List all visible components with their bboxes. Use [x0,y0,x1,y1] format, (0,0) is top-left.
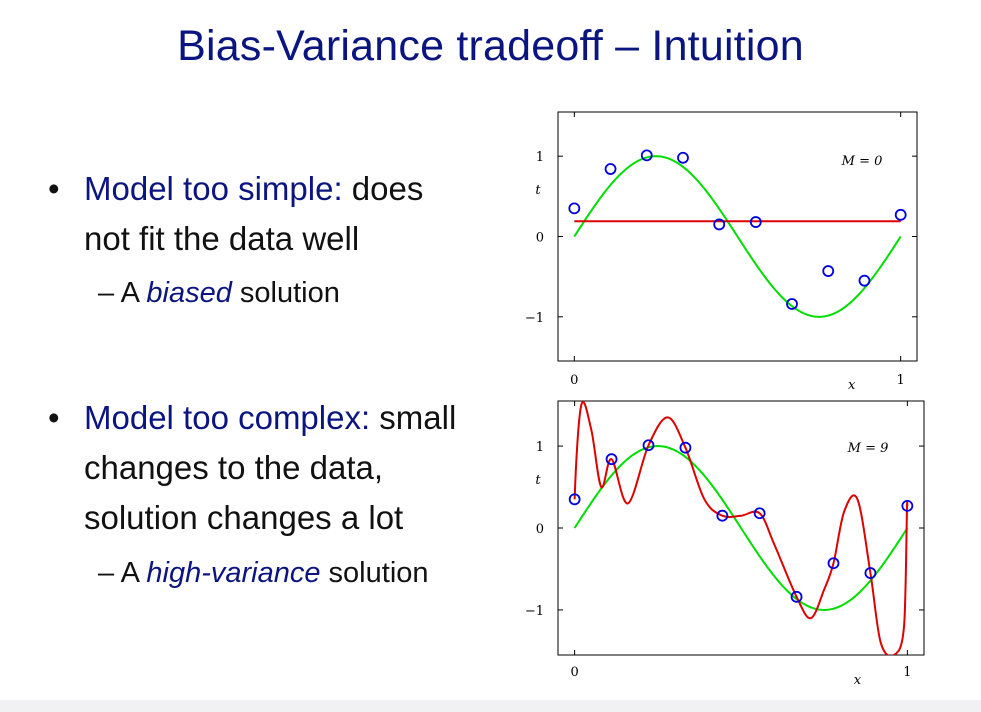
y-tick-label: 1 [536,150,544,165]
bullet-model-too-simple: • Model too simple: does not fit the dat… [48,164,514,264]
bottom-bar [0,700,981,712]
data-point [568,202,581,215]
bullet-highlight: Model too complex: [84,399,371,436]
x-axis-label: x [854,673,862,688]
bullet-highlight: Model too simple: [84,170,343,207]
bullet-marker: • [48,170,60,207]
x-tick-label: 0 [570,665,578,680]
bullet-line-1-rest: does [342,170,424,207]
sub-bullet-biased: – A biased solution [98,277,340,310]
x-tick-label: 1 [897,373,905,388]
x-axis-label: x [848,378,856,393]
sub-suffix: solution [231,277,340,309]
y-axis-label: t [535,473,541,488]
model-order-annotation: M = 0 [841,154,883,169]
y-axis-label: t [535,183,541,198]
data-point [749,216,762,228]
data-point [753,507,766,520]
y-tick-label: −1 [525,604,544,619]
sub-suffix: solution [320,557,429,589]
data-point [713,218,726,231]
data-point [822,265,835,277]
data-point [786,298,798,310]
x-tick-label: 0 [570,373,578,388]
data-point [568,493,581,506]
sub-bullet-high-variance: – A high-variance solution [98,557,429,590]
data-point [677,151,689,164]
bullet-marker: • [48,399,60,436]
data-point [790,590,803,603]
sub-prefix: – A [98,557,147,589]
sub-italic: biased [146,277,232,309]
y-tick-label: 1 [536,440,544,455]
true-curve-line [573,155,902,318]
sub-prefix: – A [98,277,147,309]
data-point [716,509,729,522]
data-point [642,439,655,452]
data-point [858,274,871,287]
bullet-line-1: Model too simple: does [84,164,514,214]
y-tick-label: 0 [536,522,544,537]
data-point [605,453,618,466]
x-tick-label: 1 [903,665,911,680]
data-point [901,499,914,512]
model-order-annotation: M = 9 [847,441,889,456]
data-point [679,441,692,454]
data-point [894,208,907,221]
bullet-line-2: not fit the data well [84,220,360,257]
bullet-line-1-rest: small [370,399,457,436]
bullet-line-2: changes to the data, [84,449,384,486]
y-tick-label: 0 [536,231,544,246]
sub-italic: high-variance [146,557,321,589]
bullet-line-3: solution changes a lot [84,499,404,536]
bullet-model-too-complex: • Model too complex: small changes to th… [48,393,534,543]
true-curve-line [573,445,909,611]
data-point [827,557,840,570]
data-point [864,567,877,579]
bullet-line-1: Model too complex: small [84,393,534,443]
y-tick-label: −1 [525,311,544,326]
slide-title: Bias-Variance tradeoff – Intuition [177,22,804,70]
data-point [640,149,653,162]
data-point [604,163,617,175]
plot-area [573,155,902,318]
